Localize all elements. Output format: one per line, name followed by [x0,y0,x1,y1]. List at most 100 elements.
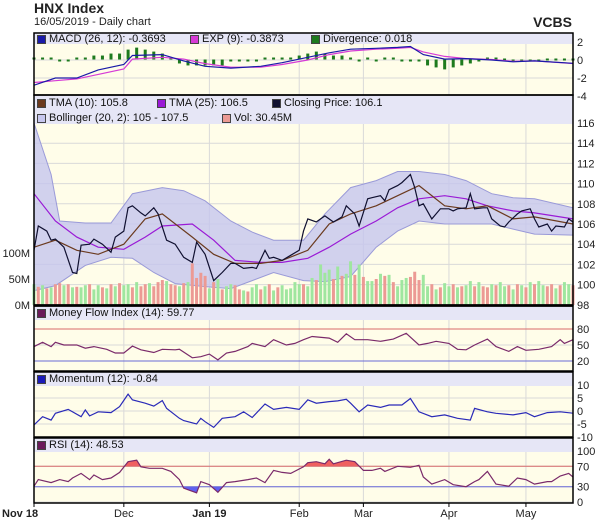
volume-bar [319,264,323,305]
macd-legend-band [34,33,573,44]
price-y-tick-label: 102 [577,259,595,271]
divergence-bar [83,57,87,60]
volume-bar [66,284,70,305]
legend-divergence: Divergence: 0.018 [311,33,412,45]
volume-bar [83,285,87,305]
volume-bar [404,277,408,305]
mfi-swatch-icon [37,308,46,318]
volume-bar [130,287,134,305]
divergence-bar [511,59,515,62]
mfi-y-tick-label: 80 [577,324,589,336]
divergence-bar [177,59,181,64]
volume-bar [182,283,186,305]
legend-exp-label: EXP (9): -0.3873 [202,33,284,45]
volume-bar [297,284,301,305]
volume-bar [237,289,241,305]
volume-bar [443,283,447,305]
volume-bar [186,282,190,305]
close-swatch-icon [272,98,281,108]
volume-bar [105,288,109,305]
divergence-bar [203,59,207,66]
volume-bar [396,286,400,305]
volume-bar [417,280,421,305]
legend-tma10: TMA (10): 105.8 [37,97,128,109]
divergence-bar [494,57,498,60]
vol-swatch-icon [222,113,231,123]
divergence-bar [49,57,53,60]
volume-bar [289,288,293,305]
divergence-bar [383,57,387,60]
divergence-bar [554,58,558,61]
macd-y-tick-label: 2 [577,37,583,49]
divergence-bar [297,55,301,60]
volume-bar [515,284,519,305]
volume-bar [447,286,451,305]
volume-bar [229,284,233,305]
momentum-y-tick-label: 10 [577,380,589,392]
closing-price-line [34,173,573,282]
volume-bar [490,284,494,305]
volume-bar [430,284,434,305]
volume-bar [135,282,139,305]
volume-bar [250,287,254,305]
volume-bar [379,273,382,305]
mfi-y-tick-label: 50 [577,340,589,352]
legend-mfi-label: Money Flow Index (14): 59.77 [49,307,195,319]
volume-bar [263,286,267,305]
volume-bar [293,282,297,305]
momentum-swatch-icon [37,374,46,384]
divergence-bar [280,57,284,60]
momentum-legend-band [34,372,573,386]
volume-bar [374,279,378,305]
volume-bar [438,287,442,305]
volume-bar [75,286,79,305]
divergence-swatch-icon [311,34,320,44]
volume-bar [62,285,66,305]
rsi-line [34,458,573,494]
volume-bar [520,285,524,305]
divergence-bar [545,58,549,61]
volume-bar [323,272,327,305]
volume-bar [259,289,263,305]
divergence-bar [118,53,122,60]
divergence-bar [520,59,524,62]
volume-bar [148,283,151,305]
divergence-bar [400,59,404,62]
divergence-bar [485,57,489,60]
volume-bar [340,275,344,305]
volume-bar [92,289,96,305]
price-y-tick-label: 98 [577,300,589,312]
price-y-tick-label: 106 [577,219,595,231]
volume-bar [109,284,113,305]
divergence-bar [391,57,395,60]
volume-bar [361,276,365,305]
divergence-bar [340,55,344,60]
volume-bar [370,281,374,305]
x-tick-label: Dec [114,508,134,520]
volume-bar [143,284,147,305]
volume-bar [58,283,62,305]
price-y-tick-label: 100 [577,280,595,292]
volume-bar [280,285,284,305]
volume-bar [567,284,571,305]
volume-bar [216,279,220,305]
divergence-bar [451,59,455,68]
volume-bar [537,281,541,305]
volume-bar [468,281,472,305]
volume-bar [310,277,314,305]
volume-bar [79,287,83,305]
volume-bar [511,289,515,305]
x-tick-label: Feb [290,508,309,520]
rsi-y-tick-label: 30 [577,482,589,494]
volume-bar [220,289,224,305]
divergence-bar [477,59,481,62]
volume-bar [212,282,216,305]
divergence-bar [408,59,412,62]
divergence-bar [357,59,361,62]
volume-bar [195,277,199,305]
divergence-bar [160,53,164,60]
bollinger-swatch-icon [37,113,46,123]
rsi-panel-border [33,437,574,504]
x-tick-label: Jan 19 [192,508,226,520]
volume-bar [302,284,305,305]
